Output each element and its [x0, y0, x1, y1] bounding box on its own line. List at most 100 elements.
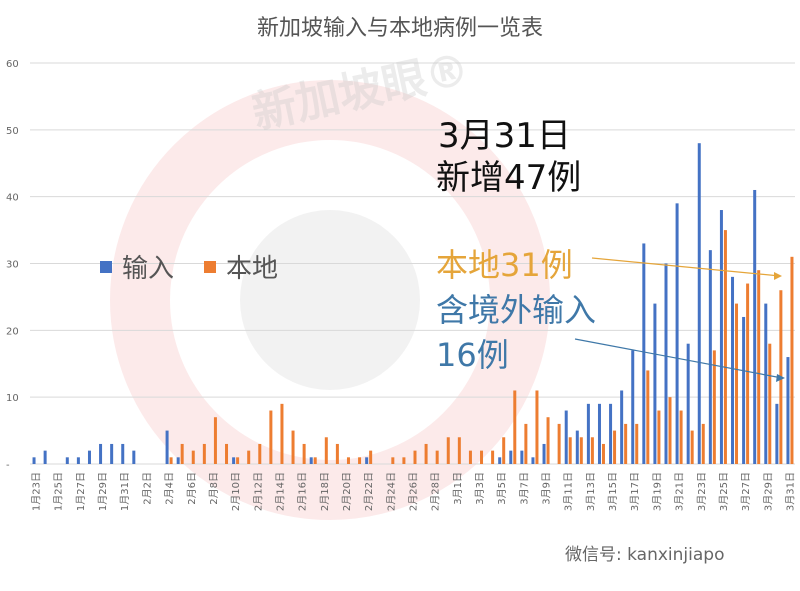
annotation-imported-2: 16例: [436, 336, 509, 374]
bar-imported: [742, 316, 746, 464]
bar-local: [690, 430, 694, 464]
x-tick-label: 2月12日: [252, 472, 264, 511]
bar-local: [202, 443, 206, 464]
bar-imported: [697, 143, 701, 464]
x-tick-label: 3月5日: [496, 472, 508, 505]
bar-local: [735, 303, 739, 464]
x-tick-label: 2月2日: [141, 472, 153, 505]
bar-local: [624, 423, 628, 464]
bar-local: [324, 437, 328, 464]
bar-imported: [731, 276, 735, 464]
bar-local: [668, 397, 672, 464]
bar-imported: [775, 403, 779, 464]
bar-imported: [597, 403, 601, 464]
bar-imported: [121, 443, 125, 464]
bar-imported: [609, 403, 613, 464]
bar-local: [568, 437, 572, 464]
bar-local: [723, 230, 727, 464]
bar-local: [613, 430, 617, 464]
bar-local: [247, 450, 251, 464]
bar-imported: [509, 450, 513, 464]
bar-imported: [32, 457, 36, 464]
y-tick-label: 20: [6, 326, 19, 337]
bar-local: [225, 443, 229, 464]
x-tick-label: 2月4日: [164, 472, 176, 505]
y-tick-label: 50: [6, 126, 19, 137]
x-tick-label: 2月24日: [385, 472, 397, 511]
x-tick-label: 3月23日: [696, 472, 708, 511]
bar-imported: [43, 450, 47, 464]
bar-imported: [176, 457, 180, 464]
bar-local: [746, 283, 750, 464]
imported-arrowhead: [776, 374, 785, 382]
x-tick-label: 3月7日: [518, 472, 530, 505]
x-tick-label: 2月22日: [363, 472, 375, 511]
bar-local: [712, 350, 716, 464]
y-tick-label: 60: [6, 59, 19, 70]
bar-local: [468, 450, 472, 464]
annotation-total: 新增47例: [436, 158, 582, 198]
x-tick-label: 3月19日: [651, 472, 663, 511]
x-tick-label: 3月27日: [740, 472, 752, 511]
bar-local: [280, 403, 284, 464]
bar-local: [757, 270, 761, 464]
bar-local: [191, 450, 195, 464]
bar-local: [457, 437, 461, 464]
bar-local: [491, 450, 495, 464]
y-tick-label: -: [6, 460, 10, 471]
bar-local: [302, 443, 306, 464]
bar-local: [402, 457, 406, 464]
footer-wechat-id: 微信号: kanxinjiapo: [565, 545, 725, 565]
legend-local: 本地: [226, 254, 279, 284]
bar-imported: [165, 430, 169, 464]
bar-imported: [65, 457, 69, 464]
legend: 输入 本地: [100, 248, 278, 285]
x-tick-label: 3月17日: [629, 472, 641, 511]
bar-local: [258, 443, 262, 464]
bar-imported: [531, 457, 535, 464]
local-arrowhead: [774, 272, 782, 280]
bar-local: [524, 423, 528, 464]
y-tick-label: 30: [6, 260, 19, 271]
x-tick-label: 2月8日: [208, 472, 220, 505]
x-tick-label: 1月23日: [31, 472, 43, 511]
x-tick-label: 2月16日: [297, 472, 309, 511]
x-tick-label: 3月13日: [585, 472, 597, 511]
bar-imported: [642, 243, 646, 464]
bar-imported: [586, 403, 590, 464]
bar-local: [535, 390, 539, 464]
x-tick-label: 3月15日: [607, 472, 619, 511]
bar-local: [369, 450, 373, 464]
bar-local: [291, 430, 295, 464]
x-tick-label: 2月18日: [319, 472, 331, 511]
annotation-date: 3月31日: [438, 116, 571, 156]
bar-imported: [719, 210, 723, 464]
x-tick-label: 1月29日: [97, 472, 109, 511]
watermark-ring: [110, 80, 550, 520]
x-tick-label: 3月29日: [762, 472, 774, 511]
x-tick-label: 3月21日: [674, 472, 686, 511]
bar-imported: [99, 443, 103, 464]
bar-local: [236, 457, 240, 464]
y-tick-label: 10: [6, 393, 19, 404]
x-tick-label: 1月27日: [75, 472, 87, 511]
bar-local: [446, 437, 450, 464]
bar-local: [679, 410, 683, 464]
bar-local: [513, 390, 517, 464]
chart-title: 新加坡输入与本地病例一览表: [256, 16, 543, 41]
bar-imported: [232, 457, 236, 464]
legend-imported: 输入: [122, 254, 175, 284]
bar-local: [335, 443, 339, 464]
x-tick-label: 2月10日: [230, 472, 242, 511]
legend-swatch-imported: [100, 260, 112, 273]
x-tick-label: 3月31日: [784, 472, 796, 511]
bar-imported: [365, 457, 369, 464]
bar-imported: [110, 443, 114, 464]
watermark-center: [240, 210, 420, 390]
bar-local: [635, 423, 639, 464]
bar-imported: [498, 457, 502, 464]
bar-imported: [708, 250, 712, 464]
x-tick-label: 2月20日: [341, 472, 353, 511]
bar-imported: [664, 263, 668, 464]
bar-imported: [542, 443, 546, 464]
